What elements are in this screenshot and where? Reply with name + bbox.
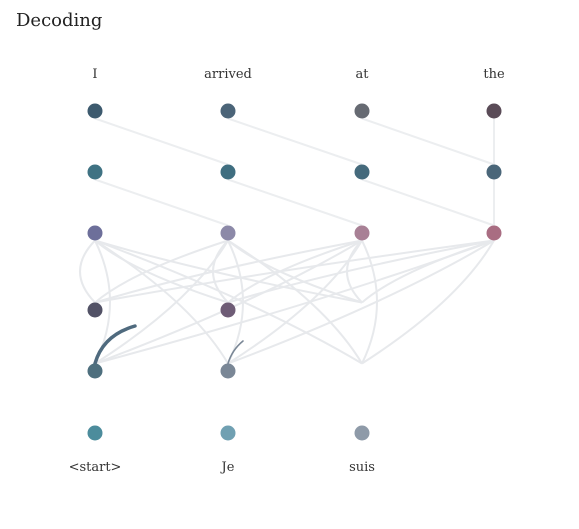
faint-attention-line [94,239,363,304]
decoder-node [87,302,103,318]
encoder-word: at [356,67,370,82]
faint-attention-line [227,239,363,365]
pending-step-arc [355,426,369,432]
faint-attention-line [94,239,363,304]
faint-attention-line [94,239,229,365]
page-title: Decoding [16,10,103,31]
decoder-word: suis [349,460,375,475]
faint-attention-line [94,239,363,365]
encoder-node [354,164,370,180]
faint-encoder-link [94,117,229,166]
faint-encoder-link [361,178,495,227]
active-link-start [93,324,137,366]
decoder-word: <start> [69,460,122,475]
decoder-node [87,363,103,379]
faint-encoder-link [227,178,363,227]
encoder-word: arrived [204,67,252,82]
decoder-node [87,425,103,441]
faint-attention-line [227,239,495,365]
active-decoding-links [93,324,244,366]
encoder-node [486,164,502,180]
encoder-node [87,164,103,180]
encoder-node [220,164,236,180]
faint-attention-line [227,239,363,365]
decoder-node [220,363,236,379]
encoder-node [486,103,502,119]
encoder-node [87,225,103,241]
faint-attention-line [94,239,495,365]
encoder-node [486,225,502,241]
faint-attention-line [94,239,495,304]
encoder-node [354,103,370,119]
faint-attention-line [361,239,495,304]
faint-attention-line [94,239,229,304]
network-nodes [87,103,502,441]
decoder-node [354,425,370,441]
decoder-node [220,425,236,441]
decoder-node [220,302,236,318]
active-link-je [227,340,244,365]
encoder-node [220,225,236,241]
decoder-word: Je [220,460,235,475]
encoder-node [87,103,103,119]
faint-attention-line [79,239,96,304]
faint-attention-lines [79,117,495,365]
encoder-node [220,103,236,119]
faint-attention-line [227,239,495,304]
encoder-word: I [92,67,97,82]
faint-encoder-link [227,117,363,166]
faint-encoder-link [361,117,495,166]
faint-encoder-link [94,178,229,227]
encoder-node [354,225,370,241]
faint-attention-line [361,239,495,365]
faint-attention-line [94,239,229,304]
encoder-word: the [483,67,505,82]
